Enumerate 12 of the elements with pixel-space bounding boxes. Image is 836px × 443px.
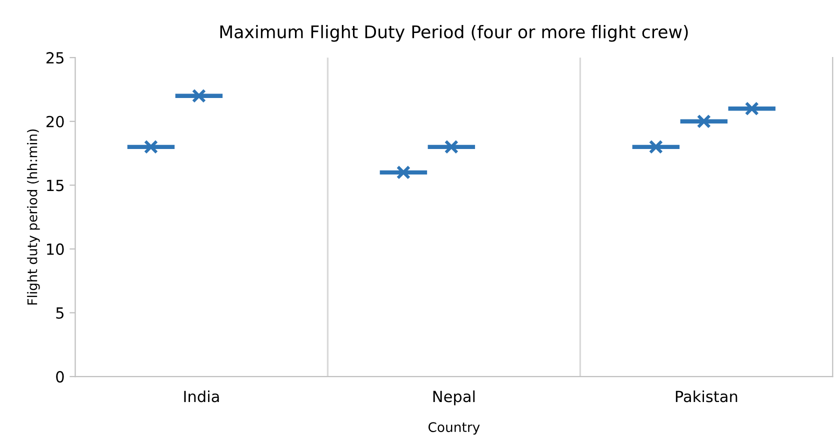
y-axis-title: Flight duty period (hh:min) <box>27 129 40 305</box>
y-tick-label: 25 <box>46 52 64 64</box>
x-tick-label: Pakistan <box>676 390 738 402</box>
x-axis-title: Country <box>428 422 480 435</box>
y-tick-label: 0 <box>56 371 64 383</box>
chart-title: Maximum Flight Duty Period (four or more flight crew) <box>220 24 688 42</box>
x-tick-label: Nepal <box>433 390 475 406</box>
y-tick-label: 20 <box>46 116 64 128</box>
y-tick-label: 5 <box>56 307 64 319</box>
y-tick-label: 10 <box>47 243 64 255</box>
y-tick-label: 15 <box>47 180 64 192</box>
x-tick-label: India <box>184 390 219 402</box>
